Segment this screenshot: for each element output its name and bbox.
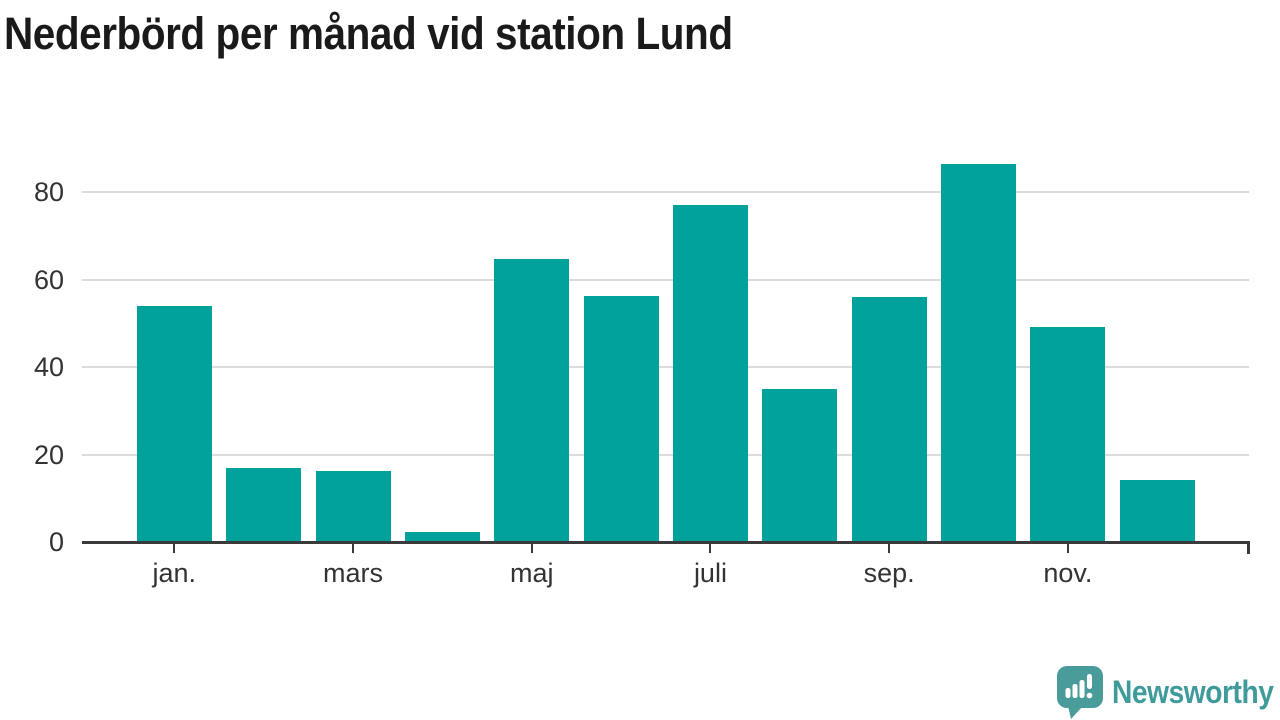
- x-axis-tick-nov: [1066, 544, 1069, 553]
- x-axis-tick-jan: [173, 544, 176, 553]
- bar-mars: [315, 471, 391, 542]
- gridline-60: [82, 278, 1249, 281]
- bar-okt: [941, 164, 1017, 542]
- bar-aug: [762, 389, 838, 542]
- x-axis-label-sep: sep.: [863, 558, 915, 588]
- bar-maj: [494, 258, 570, 542]
- gridline-20: [82, 453, 1249, 456]
- x-axis-label-mars: mars: [323, 558, 384, 588]
- y-axis-label-0: 0: [48, 527, 64, 557]
- bar-dec: [1119, 479, 1195, 542]
- gridline-80: [82, 191, 1249, 193]
- bar-juni: [583, 296, 659, 542]
- x-axis-label-jan: jan.: [152, 558, 197, 588]
- newsworthy-logo: Newsworthy: [1056, 666, 1280, 719]
- x-axis-label-maj: maj: [509, 558, 554, 588]
- bar-juli: [672, 205, 748, 542]
- bar-jan: [136, 305, 212, 542]
- x-axis-label-juli: juli: [693, 558, 727, 588]
- bar-feb: [226, 468, 302, 542]
- x-axis-line: [82, 541, 1250, 544]
- x-axis-end-tick: [1247, 544, 1250, 554]
- newsworthy-logo-text: Newsworthy: [1112, 674, 1274, 710]
- newsworthy-speech-bubble-chart-icon: [1057, 666, 1103, 719]
- x-axis-tick-maj: [530, 544, 533, 553]
- bar-apr: [404, 532, 480, 542]
- y-axis-label-60: 60: [33, 264, 64, 295]
- bar-nov: [1030, 326, 1106, 542]
- y-axis-label-80: 80: [33, 177, 64, 207]
- chart-title: Nederbörd per månad vid station Lund: [4, 8, 733, 59]
- y-axis-label-40: 40: [33, 352, 64, 382]
- y-axis-label-20: 20: [33, 439, 64, 470]
- x-axis-tick-juli: [709, 544, 712, 553]
- gridline-40: [82, 366, 1249, 368]
- x-axis-label-nov: nov.: [1043, 558, 1093, 588]
- x-axis-tick-sep: [888, 544, 891, 553]
- x-axis-tick-mars: [352, 544, 355, 553]
- bar-sep: [851, 297, 927, 542]
